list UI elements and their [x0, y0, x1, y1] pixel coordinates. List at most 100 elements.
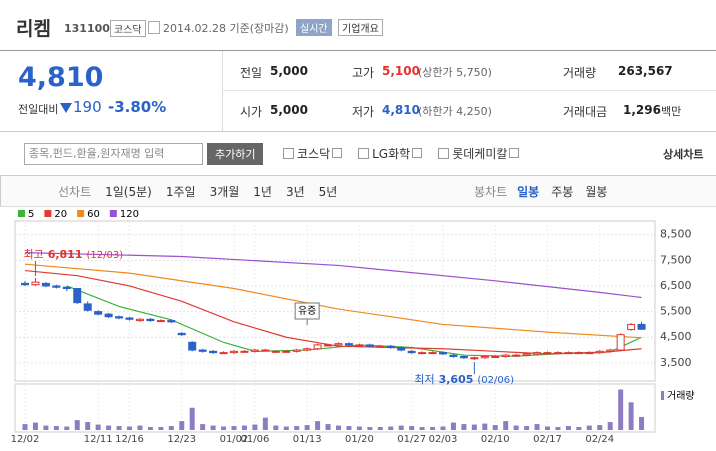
- y-tick-label: 7,500: [660, 253, 692, 266]
- tab[interactable]: 일봉: [517, 185, 540, 199]
- volume-bar: [221, 426, 227, 430]
- volume-bar: [158, 427, 164, 430]
- x-tick-label: 01/13: [293, 434, 322, 445]
- y-tick-label: 4,500: [660, 330, 692, 343]
- volume-bar: [168, 426, 174, 430]
- detail-chart-link[interactable]: 상세차트: [663, 148, 704, 161]
- volume-bar: [377, 427, 383, 430]
- quote-label: 시가: [240, 105, 263, 119]
- overview-dropdown[interactable]: 기업개요: [338, 19, 383, 36]
- tab[interactable]: 주봉: [551, 185, 574, 199]
- candle-body: [480, 355, 489, 359]
- legend-label: 20: [54, 209, 67, 220]
- candle-body: [219, 352, 228, 355]
- volume-bar: [85, 422, 91, 430]
- checkbox[interactable]: [283, 148, 294, 159]
- candle-body: [585, 352, 594, 355]
- quote-label: 거래대금: [563, 105, 608, 119]
- divider: [223, 90, 716, 91]
- x-tick-label: 12/16: [115, 434, 144, 445]
- volume-legend-swatch: [661, 391, 664, 400]
- x-tick-label: 02/10: [481, 434, 510, 445]
- volume-bar: [545, 426, 550, 430]
- remove-icon[interactable]: [332, 148, 343, 158]
- x-tick-label: 01/20: [345, 434, 374, 445]
- volume-bar: [32, 422, 38, 430]
- candle-body: [167, 320, 176, 323]
- volume-bar: [503, 421, 509, 430]
- quote-note: (하한가 4,250): [418, 105, 492, 118]
- x-tick-label: 12/02: [11, 434, 40, 445]
- volume-bar: [618, 389, 624, 430]
- tab[interactable]: 5년: [318, 185, 338, 199]
- y-tick-label: 8,500: [660, 228, 692, 241]
- candle-body: [146, 318, 155, 322]
- volume-bar: [513, 425, 519, 430]
- date: 2014.02.28 기준(장마감): [163, 22, 289, 35]
- volume-bar: [388, 426, 394, 430]
- volume-bar: [325, 424, 331, 430]
- candle-body: [104, 313, 113, 318]
- volume-bar: [419, 427, 425, 430]
- candle-body: [376, 345, 385, 348]
- add-button[interactable]: 추가하기: [207, 143, 264, 165]
- candle-body: [230, 350, 238, 354]
- realtime-button[interactable]: 실시간: [296, 19, 332, 36]
- change: 190: [73, 98, 102, 116]
- tab[interactable]: 선차트: [58, 185, 92, 199]
- down-arrow: [60, 103, 72, 113]
- quote-value: 5,000: [270, 103, 308, 117]
- tab[interactable]: 월봉: [585, 185, 608, 199]
- tab[interactable]: 1주일: [165, 185, 196, 199]
- tab[interactable]: 봉차트: [474, 185, 508, 199]
- tab[interactable]: 1년: [253, 185, 272, 199]
- x-tick-label: 02/03: [429, 434, 458, 445]
- stock-code: 131100: [64, 22, 110, 35]
- candle-body: [564, 352, 573, 355]
- candle-body: [334, 343, 343, 346]
- volume-bar: [53, 426, 59, 430]
- candle-body: [344, 343, 353, 346]
- candle-body: [543, 352, 552, 355]
- candle-body: [637, 323, 646, 330]
- remove-icon[interactable]: [412, 148, 423, 158]
- candle-body: [198, 349, 207, 352]
- candle-body: [386, 345, 395, 348]
- stock-name: 리켐: [16, 18, 51, 40]
- tab[interactable]: 3개월: [209, 185, 240, 199]
- candle-body: [156, 320, 165, 323]
- tab[interactable]: 3년: [285, 185, 305, 199]
- candle-body: [313, 344, 322, 350]
- volume-bar: [189, 407, 195, 430]
- quote-unit: 백만: [661, 105, 682, 118]
- quote-value: 5,100: [382, 64, 420, 78]
- volume-panel: [14, 383, 656, 433]
- change-label: 전일대비: [18, 103, 59, 116]
- x-tick-label: 01/02: [220, 434, 249, 445]
- volume-bar: [43, 425, 49, 430]
- compare-item[interactable]: LG화학: [372, 147, 411, 161]
- volume-bar: [356, 426, 362, 430]
- candle-body: [595, 350, 604, 354]
- quote-value: 5,000: [270, 64, 308, 78]
- volume-bar: [147, 427, 153, 430]
- volume-bar: [586, 425, 592, 430]
- remove-icon[interactable]: [509, 148, 520, 158]
- candle-body: [512, 354, 521, 357]
- candle-body: [83, 303, 92, 311]
- checkbox[interactable]: [438, 148, 450, 159]
- compare-item[interactable]: 롯데케미칼: [452, 147, 508, 161]
- quote-label: 저가: [352, 105, 375, 119]
- compare-item[interactable]: 코스닥: [297, 147, 331, 161]
- chart: 5 20 60 120 8,500 7,500 6,500 5,500 4,500 3,500 12…: [11, 209, 695, 445]
- candle-body: [428, 352, 437, 355]
- volume-bar: [482, 423, 488, 430]
- candle-body: [303, 348, 312, 351]
- checkbox[interactable]: [358, 148, 370, 159]
- candle-body: [501, 354, 510, 357]
- search-input[interactable]: 종목,펀드,환율,원자재명 입력: [24, 143, 203, 165]
- volume-bar: [409, 426, 415, 430]
- tab[interactable]: 1일(5분): [105, 185, 152, 199]
- ma-line: [24, 252, 642, 299]
